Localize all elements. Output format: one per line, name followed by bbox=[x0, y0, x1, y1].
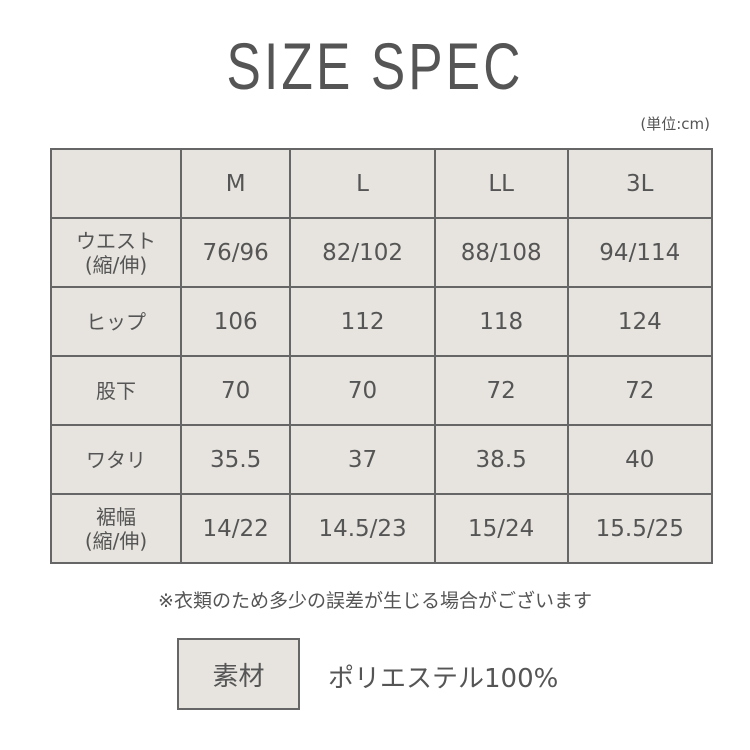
table-row: 股下 70 70 72 72 bbox=[50, 355, 714, 426]
value-cell: 15/24 bbox=[433, 493, 569, 564]
value-cell: 38.5 bbox=[433, 424, 569, 495]
table-row: 裾幅 (縮/伸) 14/22 14.5/23 15/24 15.5/25 bbox=[50, 493, 714, 564]
row-label-line: (縮/伸) bbox=[84, 528, 148, 553]
table-row: ウエスト (縮/伸) 76/96 82/102 88/108 94/114 bbox=[50, 217, 714, 288]
header-cell bbox=[50, 148, 182, 219]
table-row: ヒップ 106 112 118 124 bbox=[50, 286, 714, 357]
header-row: M L LL 3L bbox=[50, 148, 714, 219]
row-label: ワタリ bbox=[50, 424, 182, 495]
value-cell: 14/22 bbox=[179, 493, 292, 564]
value-cell: 82/102 bbox=[289, 217, 436, 288]
value-cell: 40 bbox=[566, 424, 714, 495]
value-cell: 15.5/25 bbox=[566, 493, 714, 564]
value-cell: 118 bbox=[433, 286, 569, 357]
header-cell: L bbox=[289, 148, 436, 219]
value-cell: 35.5 bbox=[179, 424, 292, 495]
header-cell: 3L bbox=[566, 148, 714, 219]
row-label: ヒップ bbox=[50, 286, 182, 357]
value-cell: 70 bbox=[179, 355, 292, 426]
value-cell: 94/114 bbox=[566, 217, 714, 288]
value-cell: 14.5/23 bbox=[289, 493, 436, 564]
page-title: SIZE SPEC bbox=[226, 29, 524, 103]
value-cell: 106 bbox=[179, 286, 292, 357]
value-cell: 72 bbox=[566, 355, 714, 426]
header-cell: M bbox=[179, 148, 292, 219]
value-cell: 112 bbox=[289, 286, 436, 357]
header-cell: LL bbox=[433, 148, 569, 219]
unit-label: (単位:cm) bbox=[640, 115, 710, 133]
material-label: 素材 bbox=[177, 638, 300, 710]
size-table: M L LL 3L ウエスト (縮/伸) 76/96 82/102 88/108 94/114 ヒッ… bbox=[50, 148, 714, 564]
disclaimer-note: ※衣類のため多少の誤差が生じる場合がございます bbox=[158, 590, 592, 612]
value-cell: 76/96 bbox=[179, 217, 292, 288]
value-cell: 72 bbox=[433, 355, 569, 426]
value-cell: 37 bbox=[289, 424, 436, 495]
table-row: ワタリ 35.5 37 38.5 40 bbox=[50, 424, 714, 495]
row-label: 股下 bbox=[50, 355, 182, 426]
row-label-line: ワタリ bbox=[86, 447, 146, 472]
row-label-line: (縮/伸) bbox=[84, 252, 148, 277]
row-label-line: 股下 bbox=[96, 378, 136, 403]
row-label-line: 裾幅 bbox=[96, 504, 136, 529]
row-label: ウエスト (縮/伸) bbox=[50, 217, 182, 288]
row-label: 裾幅 (縮/伸) bbox=[50, 493, 182, 564]
material-value: ポリエステル100% bbox=[328, 664, 559, 694]
row-label-line: ウエスト bbox=[76, 228, 156, 253]
value-cell: 70 bbox=[289, 355, 436, 426]
value-cell: 124 bbox=[566, 286, 714, 357]
value-cell: 88/108 bbox=[433, 217, 569, 288]
row-label-line: ヒップ bbox=[86, 309, 146, 334]
